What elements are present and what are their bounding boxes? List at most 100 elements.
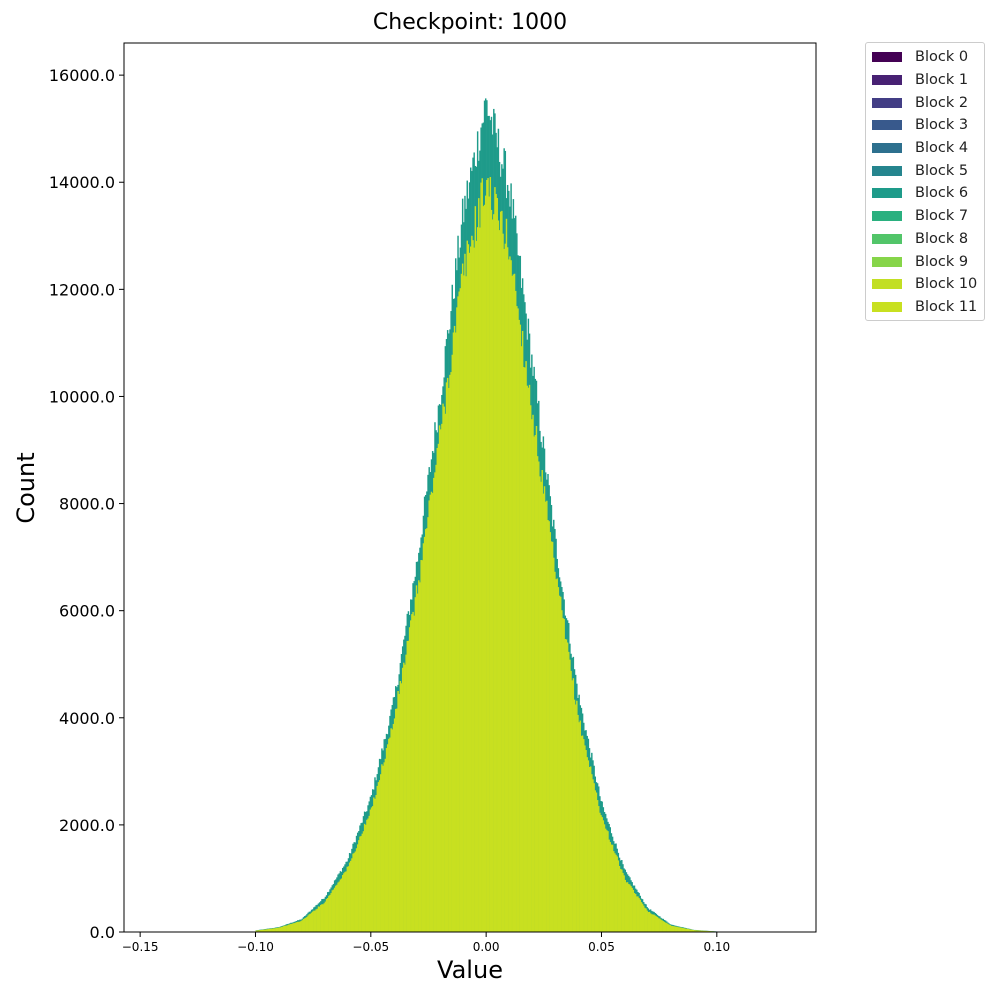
histogram-bar [542, 493, 545, 932]
histogram-bar [578, 722, 580, 932]
histogram-bar [503, 248, 505, 932]
histogram-bar [426, 528, 428, 932]
histogram-bar [362, 831, 365, 932]
histogram-bar [533, 436, 535, 932]
histogram-bar [330, 893, 332, 932]
histogram-bar [679, 927, 682, 932]
histogram-bar [283, 925, 285, 932]
histogram-bar [681, 927, 683, 932]
histogram-bar [370, 807, 373, 932]
histogram-bar [386, 744, 389, 932]
legend-swatch [872, 120, 902, 131]
histogram-bar [505, 218, 508, 933]
histogram-bar [419, 582, 421, 932]
histogram-bar [383, 762, 385, 932]
histogram-bar [299, 921, 301, 932]
histogram-bar [524, 367, 526, 932]
legend-label: Block 7 [915, 208, 969, 225]
legend-item: Block 9 [866, 250, 984, 273]
histogram-bar [525, 361, 527, 933]
legend-label: Block 6 [915, 185, 969, 202]
histogram-bar [348, 862, 351, 932]
histogram-bar [564, 639, 567, 932]
histogram-bar [640, 902, 643, 932]
legend-label: Block 8 [915, 230, 969, 247]
histogram-bar [520, 346, 523, 933]
legend-item: Block 7 [866, 205, 984, 228]
histogram-bar [347, 866, 350, 932]
histogram-bar [705, 930, 707, 932]
histogram-bar [667, 923, 669, 932]
histogram-bar [543, 486, 546, 932]
histogram-bar [359, 836, 361, 932]
histogram-bar [555, 579, 557, 932]
histogram-bar [461, 263, 464, 932]
histogram-bar [529, 405, 532, 932]
histogram-bar [405, 654, 407, 932]
x-tick-label: −0.15 [122, 940, 159, 954]
histogram-bar [391, 729, 394, 932]
y-tick-label: 12000.0 [49, 280, 115, 299]
histogram-bar [470, 246, 472, 932]
histogram-bar [377, 782, 380, 932]
histogram-bar [631, 887, 633, 932]
histogram-bar [634, 894, 637, 932]
histogram-bar [571, 680, 573, 932]
histogram-bar [337, 882, 339, 932]
histogram-bar [668, 924, 670, 932]
histogram-bar [431, 493, 434, 932]
histogram-bar [438, 425, 441, 932]
y-axis-label: Count [12, 452, 40, 524]
histogram-bar [457, 296, 459, 932]
histogram-bar [305, 917, 307, 932]
histogram-bar [307, 915, 309, 932]
histogram-bar [678, 927, 681, 932]
histogram-bar [415, 585, 418, 932]
legend-label: Block 5 [915, 162, 969, 179]
histogram-bar [671, 925, 674, 932]
histogram-bar [617, 860, 620, 932]
histogram-bar [353, 852, 355, 932]
histogram-bar [611, 844, 614, 932]
histogram-bar [633, 893, 636, 932]
histogram-bar [701, 930, 704, 932]
histogram-bar [374, 798, 376, 932]
histogram-bar [646, 910, 648, 932]
legend-swatch [872, 143, 902, 154]
histogram-bar [656, 917, 659, 932]
histogram-bar [448, 387, 450, 933]
histogram-bar [508, 259, 510, 932]
histogram-bar [298, 921, 300, 932]
y-tick-label: 6000.0 [59, 602, 115, 621]
histogram-bar [329, 894, 331, 932]
histogram-bar [677, 927, 680, 932]
histogram-bar [687, 929, 690, 932]
histogram-bar [623, 875, 625, 932]
histogram-bar [355, 848, 358, 932]
histogram-bar [592, 779, 594, 932]
histogram-bar [501, 210, 503, 932]
histogram-bar [502, 233, 504, 932]
histogram-bar [460, 273, 463, 932]
histogram-bar [436, 447, 438, 932]
y-tick-label: 2000.0 [59, 816, 115, 835]
histogram-bar [512, 274, 515, 932]
histogram-bar [663, 921, 666, 932]
histogram-bar [313, 910, 315, 932]
histogram-bar [577, 714, 579, 932]
histogram-bar [691, 929, 693, 932]
histogram-bar [506, 247, 509, 932]
histogram-bar [295, 922, 298, 932]
histogram-bar [309, 913, 312, 932]
histogram-bar [513, 273, 516, 932]
histogram-bar [615, 854, 617, 932]
histogram-bar [368, 815, 370, 932]
histogram-bar [442, 403, 444, 932]
histogram-bar [610, 844, 613, 932]
histogram-bar [317, 906, 320, 932]
histogram-bar [306, 916, 308, 932]
histogram-bar [579, 720, 582, 932]
histogram-bar [511, 275, 513, 932]
histogram-bar [654, 915, 656, 932]
histogram-bar [550, 541, 553, 932]
